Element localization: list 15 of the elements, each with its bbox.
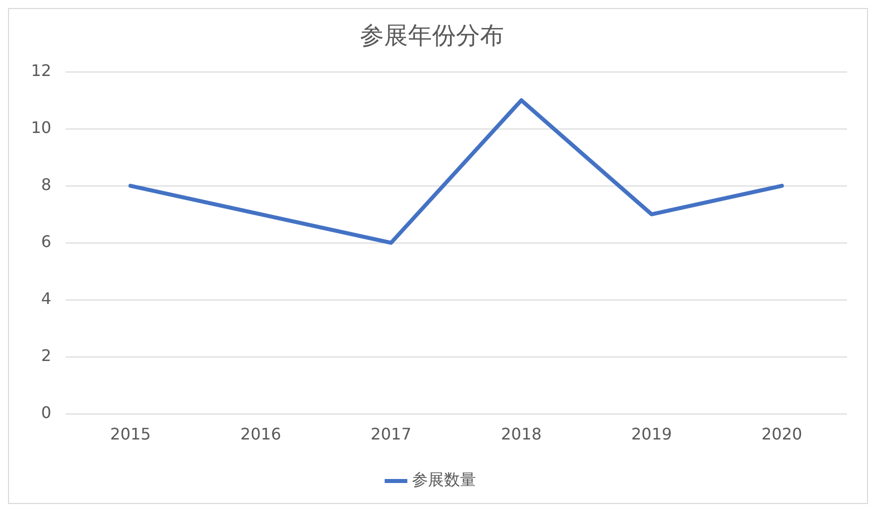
chart-title: 参展年份分布 [360, 22, 504, 50]
x-tick-label: 2019 [631, 424, 672, 444]
x-tick-label: 2015 [110, 424, 151, 444]
x-tick-label: 2020 [762, 424, 802, 444]
x-tick-label: 2016 [240, 424, 282, 444]
y-tick-label: 12 [31, 60, 52, 80]
y-tick-label: 8 [41, 174, 52, 194]
y-tick-label: 10 [31, 118, 52, 137]
y-tick-label: 4 [41, 288, 52, 308]
x-tick-label: 2018 [500, 424, 542, 444]
legend-label: 参展数量 [412, 470, 476, 490]
x-tick-label: 2017 [370, 424, 412, 444]
y-tick-label: 6 [41, 232, 52, 251]
y-tick-label: 0 [41, 402, 52, 422]
y-tick-label: 2 [41, 346, 52, 365]
